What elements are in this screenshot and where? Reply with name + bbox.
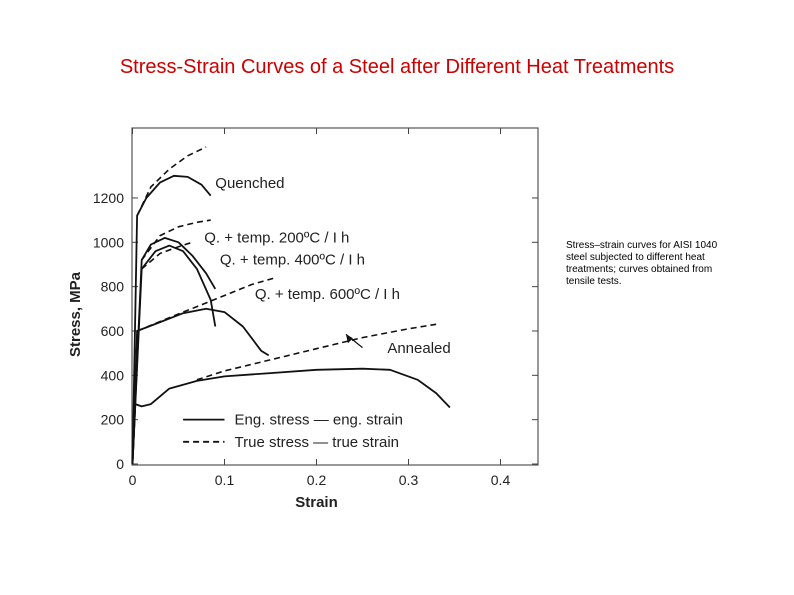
x-tick-label: 0 <box>129 472 137 488</box>
curve-eng-q-temp-200-c-i-h <box>131 237 217 465</box>
slide-title: Stress-Strain Curves of a Steel after Di… <box>119 56 675 78</box>
x-axis-title: Strain <box>295 494 338 511</box>
y-axis-title: Stress, MPa <box>67 271 84 357</box>
curve-eng-annealed <box>131 367 451 465</box>
curve-true-quenched <box>136 146 207 217</box>
y-tick-label: 0 <box>116 456 124 472</box>
y-tick-label: 600 <box>101 323 125 339</box>
x-tick-label: 0.3 <box>399 472 419 488</box>
legend-label-solid: Eng. stress — eng. strain <box>235 412 403 429</box>
annotation-q-temp-200-c-i-h: Q. + temp. 200ºC / I h <box>204 229 349 246</box>
stress-strain-figure: 0 200 400 600 800 1000 1200 0 0.1 0.2 0.3 0.4 Strain… <box>60 118 550 518</box>
curve-eng-quenched <box>131 174 212 465</box>
y-tick-label: 1000 <box>93 234 124 250</box>
curve-eng-q-temp-600-c-i-h <box>131 307 270 465</box>
curve-true-annealed <box>196 323 437 381</box>
annotation-quenched: Quenched <box>215 175 284 192</box>
y-tick-label: 1200 <box>93 190 124 206</box>
y-tick-label: 200 <box>101 412 125 428</box>
annealed-arrow-head <box>345 334 353 344</box>
x-tick-label: 0.4 <box>491 472 511 488</box>
stress-strain-chart: 0 200 400 600 800 1000 1200 0 0.1 0.2 0.3 0.4 Strain… <box>67 127 539 511</box>
plot-frame <box>131 127 539 466</box>
curve-true-q-temp-400-c-i-h <box>141 241 193 270</box>
annotation-q-temp-600-c-i-h: Q. + temp. 600ºC / I h <box>255 286 400 303</box>
annotation-annealed: Annealed <box>387 340 450 357</box>
figure-caption: Stress–strain curves for AISI 1040 steel… <box>566 240 718 287</box>
x-tick-label: 0.1 <box>215 472 235 488</box>
y-tick-label: 800 <box>101 279 125 295</box>
x-tick-label: 0.2 <box>307 472 327 488</box>
legend-label-dashed: True stress — true strain <box>235 434 400 451</box>
curve-eng-q-temp-400-c-i-h <box>131 244 217 465</box>
y-tick-label: 400 <box>101 367 125 383</box>
annotation-q-temp-400-c-i-h: Q. + temp. 400ºC / I h <box>220 251 365 268</box>
curve-true-q-temp-200-c-i-h <box>141 219 211 261</box>
